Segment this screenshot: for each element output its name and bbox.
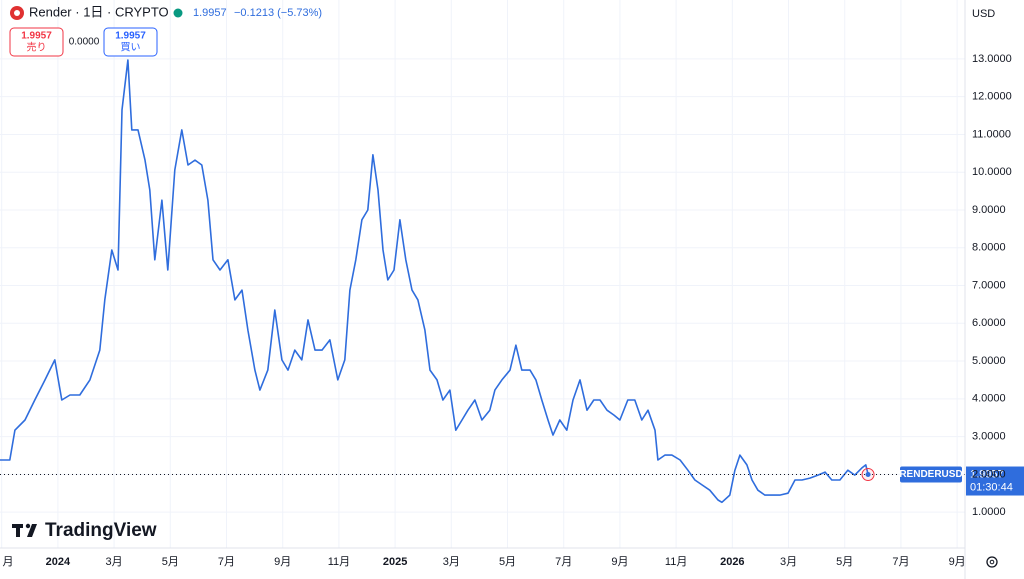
x-tick-label: 11月 (665, 556, 687, 568)
symbol-icon-inner (14, 10, 20, 16)
last-point (865, 472, 871, 478)
plot (0, 59, 965, 504)
sell-price: 1.9957 (21, 31, 52, 42)
price-tag-value: 1.9957 (970, 468, 1004, 480)
buy-button[interactable] (103, 27, 158, 57)
x-tick-label: 5月 (499, 556, 516, 568)
buy-label: 買い (121, 42, 141, 54)
logo-mark (16, 524, 20, 537)
spread: 0.0000 (69, 37, 100, 48)
header-price: 1.9957 (193, 7, 227, 19)
symbol-title: Render · 1日 · CRYPTO (29, 4, 169, 19)
currency[interactable]: USD (972, 8, 995, 20)
y-tick-label: 12.0000 (972, 91, 1012, 103)
symbol-tag-text: RENDERUSD (899, 469, 962, 480)
x-tick-label: 9月 (611, 556, 628, 568)
y-tick-label: 2.0000 (972, 468, 1006, 480)
y-tick-label: 11.0000 (972, 128, 1011, 140)
settings-icon[interactable] (986, 556, 998, 568)
y-tick-label: 3.0000 (972, 430, 1006, 442)
y-tick-label: 8.0000 (972, 242, 1006, 254)
price-tag-countdown: 01:30:44 (970, 481, 1013, 493)
market-status (173, 8, 183, 18)
x-tick-label: 5月 (162, 556, 179, 568)
x-tick-label: 7月 (892, 556, 909, 568)
x-tick-label: 2025 (383, 556, 407, 568)
x-tick-label: 月 (3, 556, 14, 568)
x-tick-label: 2026 (720, 556, 744, 568)
sell-button[interactable] (9, 27, 64, 57)
y-tick-label: 6.0000 (972, 317, 1006, 329)
x-tick-label: 3月 (443, 556, 460, 568)
x-tick-label: 9月 (949, 556, 966, 568)
logo-mark (25, 523, 31, 529)
y-tick-label: 4.0000 (972, 393, 1006, 405)
x-tick-label: 5月 (836, 556, 853, 568)
y-tick-label: 5.0000 (972, 355, 1006, 367)
grid (0, 0, 965, 548)
x-tick-label: 7月 (555, 556, 572, 568)
x-tick-label: 7月 (218, 556, 235, 568)
symbol-tag (900, 466, 962, 483)
logo-text: TradingView (45, 520, 157, 541)
x-tick-label: 9月 (274, 556, 291, 568)
logo-mark (27, 524, 37, 537)
sell-label: 売り (27, 41, 47, 54)
price-line (0, 59, 869, 504)
y-tick-label: 10.0000 (972, 166, 1012, 178)
x-tick-label: 3月 (106, 556, 123, 568)
x-tick-label: 2024 (46, 556, 71, 568)
y-tick-label: 9.0000 (972, 204, 1006, 216)
y-tick-label: 13.0000 (972, 53, 1012, 65)
price-tag (966, 466, 1024, 496)
header-change: −0.1213 (−5.73%) (234, 7, 322, 19)
buy-price: 1.9957 (115, 31, 146, 42)
y-tick-label: 1.0000 (972, 506, 1006, 518)
y-tick-label: 7.0000 (972, 279, 1006, 291)
x-tick-label: 3月 (780, 556, 797, 568)
settings-icon-inner (989, 559, 995, 565)
x-tick-label: 11月 (328, 556, 350, 568)
